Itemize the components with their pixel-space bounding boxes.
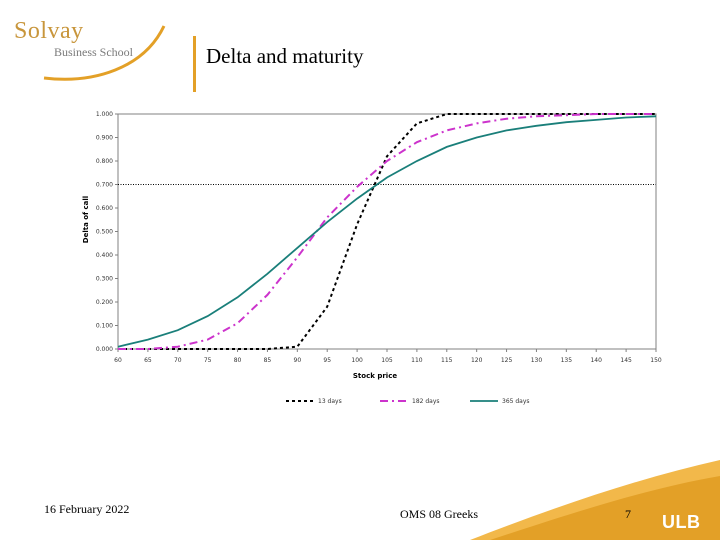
x-tick-label: 140 — [590, 357, 602, 364]
series-line-solid — [117, 115, 657, 348]
footer-course: OMS 08 Greeks — [400, 507, 478, 521]
y-tick-label: 0.900 — [96, 135, 113, 142]
x-tick-label: 65 — [144, 357, 152, 364]
ulb-logo: ULB — [662, 512, 701, 532]
y-tick-label: 1.000 — [96, 111, 113, 118]
logo-brand-text: Solvay — [14, 18, 84, 44]
x-tick-label: 90 — [294, 357, 302, 364]
y-tick-label: 0.400 — [96, 252, 113, 259]
x-tick-label: 110 — [411, 357, 423, 364]
y-tick-label: 0.600 — [96, 205, 113, 212]
y-tick-label: 0.700 — [96, 182, 113, 189]
x-tick-label: 150 — [650, 357, 662, 364]
x-tick-label: 85 — [264, 357, 272, 364]
legend-label: 13 days — [318, 398, 342, 405]
y-tick-label: 0.800 — [96, 158, 113, 165]
series-line-dashdot — [118, 113, 656, 350]
y-tick-label: 0.000 — [96, 346, 113, 353]
y-tick-label: 0.100 — [96, 323, 113, 330]
logo-sub-text: Business School — [54, 45, 134, 59]
legend-label: 365 days — [502, 398, 530, 405]
y-tick-label: 0.500 — [96, 229, 113, 236]
x-tick-label: 105 — [381, 357, 393, 364]
legend-label: 182 days — [412, 398, 440, 405]
logo-swoosh-icon — [43, 25, 166, 81]
plot-area — [117, 113, 657, 350]
x-tick-label: 115 — [441, 357, 453, 364]
x-tick-label: 120 — [471, 357, 483, 364]
x-tick-label: 130 — [531, 357, 543, 364]
y-tick-label: 0.300 — [96, 276, 113, 283]
x-axis-label: Stock price — [353, 372, 397, 380]
delta-chart: 0.000 0.100 0.200 0.300 0.400 0.500 0.600 0.700… — [82, 111, 662, 405]
series-line-dotted — [118, 113, 656, 350]
page-title: Delta and maturity — [206, 44, 364, 68]
x-tick-label: 60 — [114, 357, 122, 364]
x-tick-label: 80 — [234, 357, 242, 364]
page-number: 7 — [625, 507, 631, 521]
x-tick-label: 135 — [561, 357, 573, 364]
x-tick-label: 95 — [323, 357, 331, 364]
x-tick-label: 125 — [501, 357, 513, 364]
solvay-logo: Solvay Business School — [14, 18, 174, 84]
footer-date: 16 February 2022 — [44, 502, 130, 516]
x-tick-label: 145 — [620, 357, 632, 364]
x-tick-label: 100 — [351, 357, 363, 364]
y-axis-label: Delta of call — [82, 196, 90, 243]
x-tick-label: 70 — [174, 357, 182, 364]
y-tick-label: 0.200 — [96, 299, 113, 306]
title-divider — [193, 36, 196, 92]
x-tick-label: 75 — [204, 357, 212, 364]
